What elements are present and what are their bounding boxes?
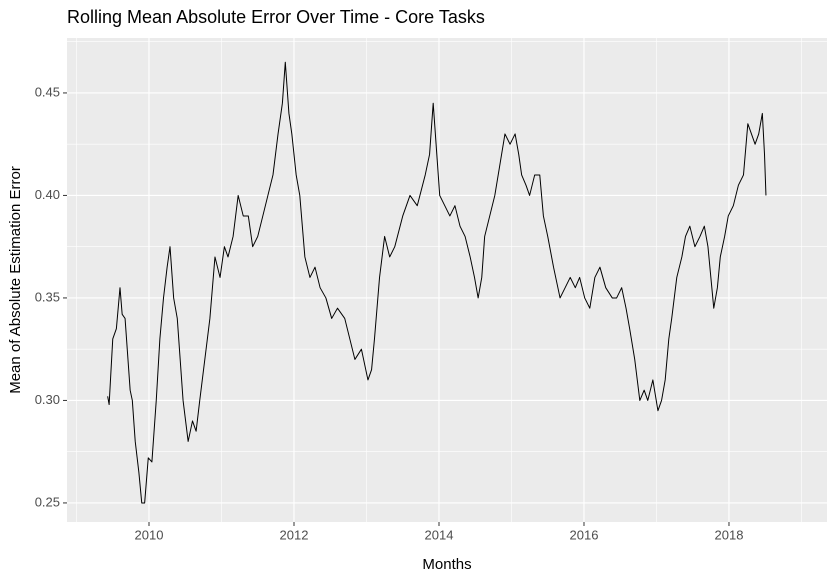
x-tick-label: 2010 bbox=[135, 527, 164, 542]
y-axis-label: Mean of Absolute Estimation Error bbox=[7, 166, 24, 394]
x-tick-label: 2018 bbox=[715, 527, 744, 542]
x-tick-label: 2012 bbox=[280, 527, 309, 542]
x-tick-label: 2014 bbox=[425, 527, 454, 542]
panel bbox=[67, 38, 827, 522]
y-tick-label: 0.25 bbox=[35, 494, 60, 509]
x-axis-label: Months bbox=[422, 556, 471, 573]
y-tick-label: 0.30 bbox=[35, 392, 60, 407]
y-tick-label: 0.35 bbox=[35, 289, 60, 304]
y-tick-label: 0.40 bbox=[35, 187, 60, 202]
line bbox=[107, 61, 767, 504]
y-tick-label: 0.45 bbox=[35, 84, 60, 99]
chart-title: Rolling Mean Absolute Error Over Time - … bbox=[67, 7, 485, 27]
x-tick-label: 2016 bbox=[570, 527, 599, 542]
